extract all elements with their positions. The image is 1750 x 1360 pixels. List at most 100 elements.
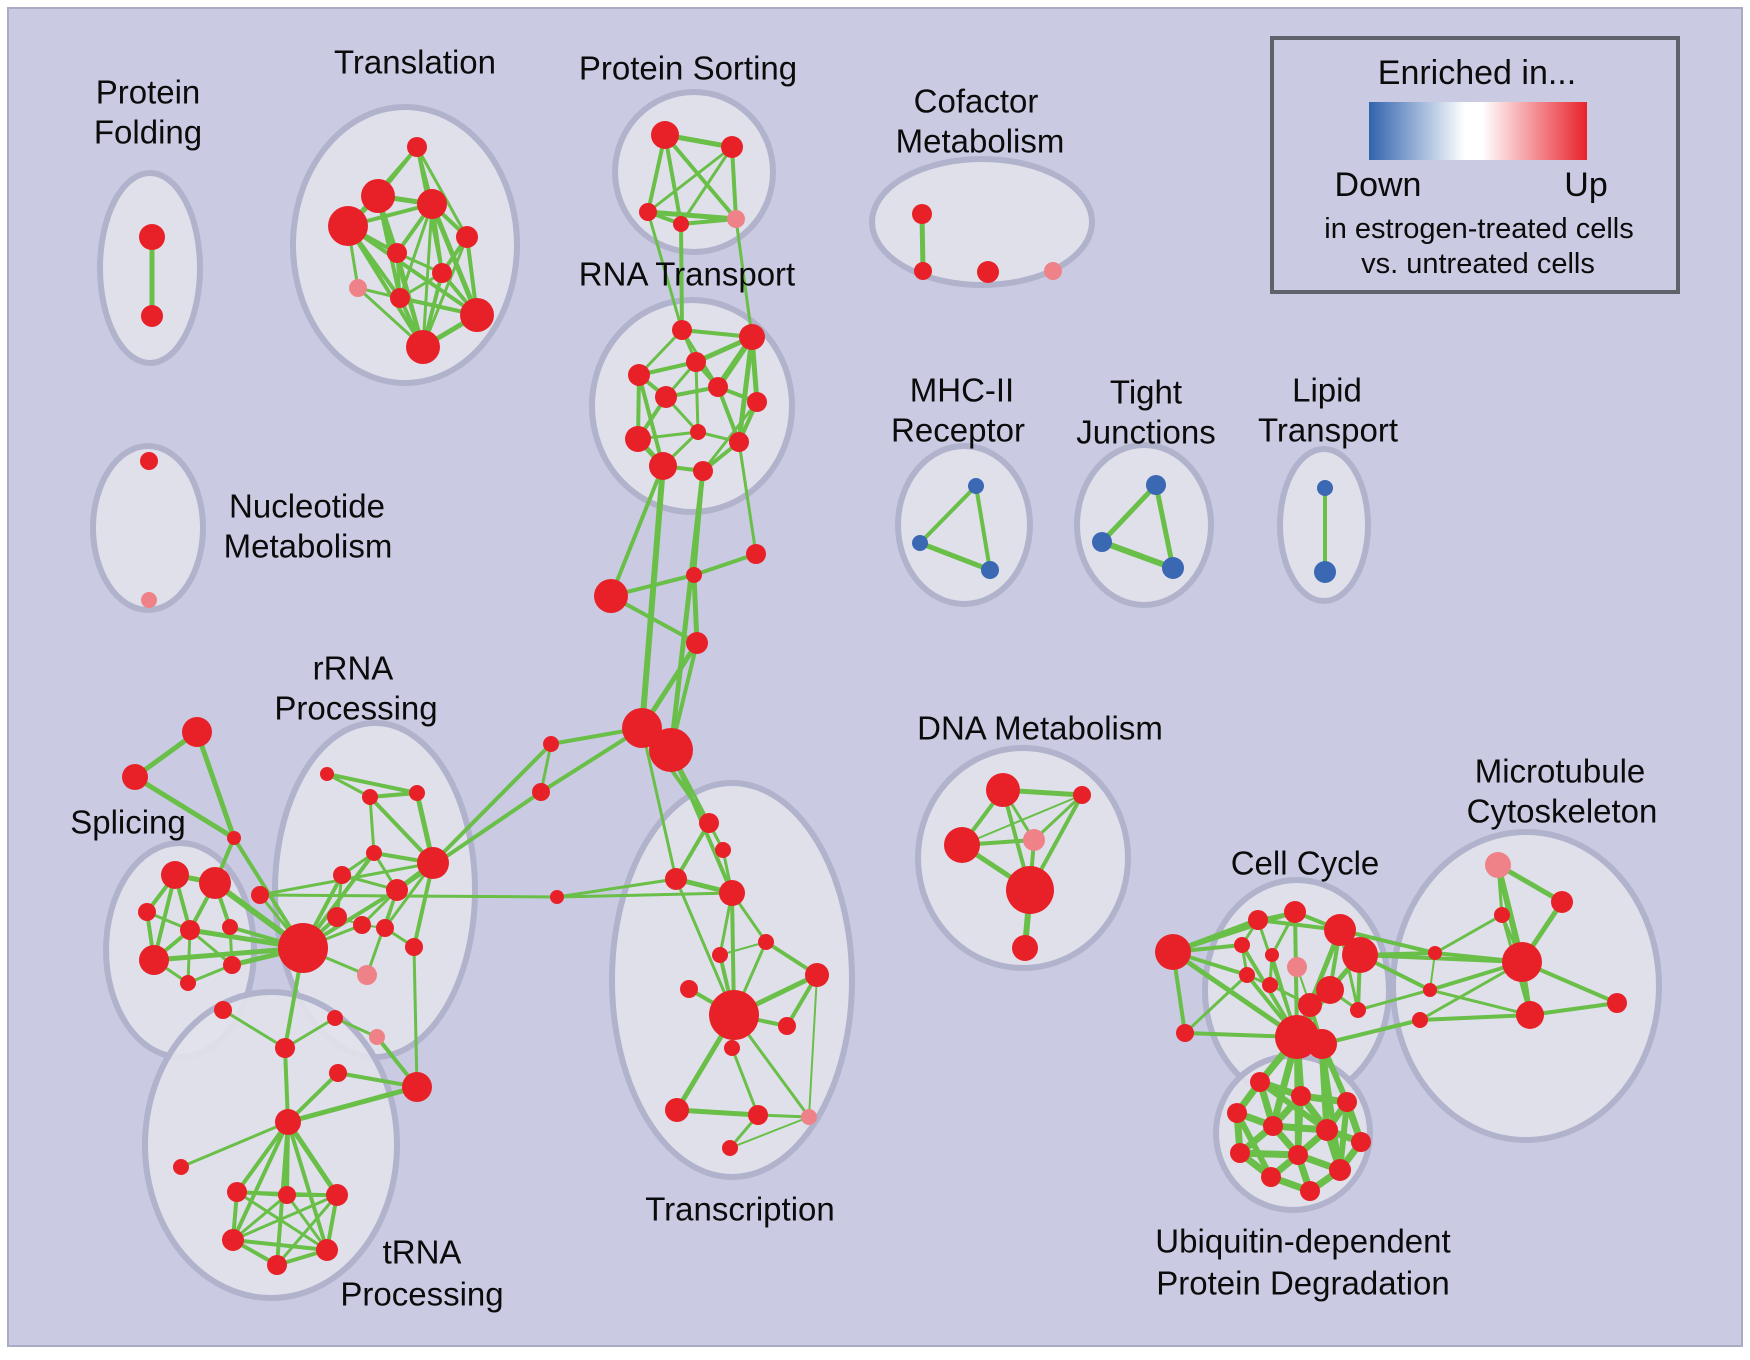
network-node — [622, 708, 662, 748]
network-edge — [1338, 928, 1437, 955]
network-node — [139, 945, 169, 975]
network-edge — [1320, 1018, 1422, 1046]
network-edge — [275, 1193, 339, 1267]
network-node — [693, 461, 713, 481]
network-node — [227, 1182, 247, 1202]
network-node — [712, 947, 728, 963]
network-node — [686, 632, 708, 654]
network-edge — [285, 1119, 340, 1198]
network-node — [222, 919, 238, 935]
network-node — [778, 1017, 796, 1035]
network-node — [1288, 1145, 1308, 1165]
network-node — [724, 1040, 740, 1056]
network-node — [1263, 1116, 1283, 1136]
network-edge — [679, 217, 738, 226]
network-node — [649, 728, 693, 772]
network-edge — [1418, 1013, 1532, 1022]
network-node — [139, 224, 165, 250]
network-edge — [1319, 1041, 1343, 1173]
network-node — [719, 880, 745, 906]
network-node — [747, 392, 767, 412]
network-node — [639, 203, 657, 221]
network-node — [739, 324, 765, 350]
network-node — [328, 206, 368, 246]
network-edge — [431, 742, 553, 865]
network-node — [223, 956, 241, 974]
cluster-label: rRNA — [313, 650, 394, 687]
network-node — [1494, 907, 1510, 923]
network-node — [316, 1239, 338, 1261]
network-edge — [730, 1046, 760, 1117]
cluster-label: Lipid — [1292, 372, 1362, 409]
network-node — [914, 262, 932, 280]
network-edge — [231, 1193, 339, 1242]
network-node — [1012, 935, 1038, 961]
network-node — [376, 919, 394, 937]
network-node — [267, 1255, 287, 1275]
network-node — [722, 1140, 738, 1156]
network-node — [543, 736, 559, 752]
network-node — [1176, 1024, 1194, 1042]
network-edge — [1170, 949, 1300, 1040]
network-node — [1265, 948, 1279, 962]
network-node — [409, 785, 425, 801]
network-node — [278, 1186, 296, 1204]
network-edge — [235, 1190, 329, 1252]
network-edge — [640, 726, 678, 881]
legend-gradient-bar — [1369, 102, 1587, 160]
network-node — [199, 867, 231, 899]
cluster-label: Protein — [96, 74, 201, 111]
network-node — [944, 827, 980, 863]
network-node — [180, 975, 196, 991]
network-node — [912, 535, 928, 551]
network-node — [628, 364, 650, 386]
network-node — [1162, 557, 1184, 579]
network-node — [1234, 937, 1250, 953]
network-edge — [1433, 913, 1504, 955]
network-edge — [1099, 482, 1159, 545]
network-node — [1006, 866, 1054, 914]
legend-down-label: Down — [1335, 166, 1422, 204]
network-edge — [1356, 988, 1432, 1012]
network-node — [460, 298, 494, 332]
network-node — [758, 934, 774, 950]
network-edge — [179, 1120, 290, 1169]
network-edge — [645, 209, 739, 222]
network-edge — [808, 974, 818, 1118]
legend: Enriched in... Down Up in estrogen-treat… — [1270, 36, 1680, 294]
legend-caption-line1: in estrogen-treated cells — [1324, 213, 1634, 245]
network-node — [1314, 561, 1336, 583]
network-node — [275, 1109, 301, 1135]
legend-title: Enriched in... — [1378, 54, 1576, 92]
network-edge — [1099, 539, 1176, 571]
cluster-label: Protein Degradation — [1156, 1265, 1450, 1302]
network-edge — [421, 235, 469, 349]
network-node — [1316, 1119, 1338, 1141]
network-edge — [609, 464, 665, 598]
network-edge — [235, 1120, 290, 1194]
network-edge — [961, 794, 1083, 846]
network-node — [275, 1038, 295, 1058]
cluster-label: Cofactor — [914, 83, 1039, 120]
network-edge — [917, 540, 993, 573]
network-node — [417, 189, 447, 219]
network-node — [353, 916, 371, 934]
network-node — [1284, 901, 1306, 923]
network-node — [361, 179, 395, 213]
network-node — [981, 561, 999, 579]
network-node — [357, 965, 377, 985]
network-edge — [346, 224, 425, 349]
network-node — [748, 1105, 768, 1125]
cluster-label: Cell Cycle — [1231, 845, 1380, 882]
network-node — [672, 320, 692, 340]
cluster-label: Ubiquitin-dependent — [1155, 1223, 1450, 1260]
cluster-label: Transcription — [645, 1191, 835, 1228]
network-node — [140, 452, 158, 470]
cluster-label: Nucleotide — [229, 488, 385, 525]
network-node — [1227, 1103, 1247, 1123]
network-edge — [221, 1008, 287, 1050]
legend-box — [1270, 36, 1680, 294]
network-node — [746, 544, 766, 564]
network-edge — [679, 222, 684, 332]
